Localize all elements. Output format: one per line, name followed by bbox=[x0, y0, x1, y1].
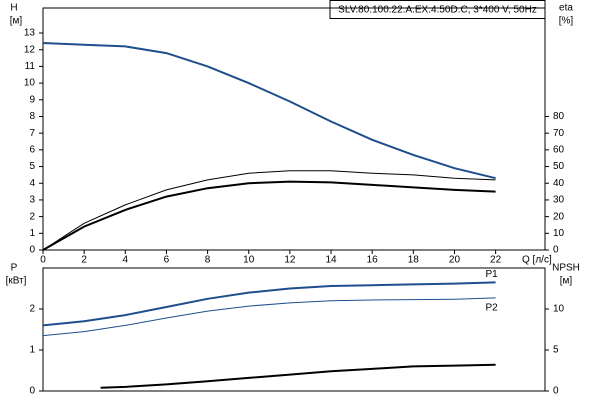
series-line bbox=[42, 281, 496, 327]
y-tick-label: 10 bbox=[24, 78, 36, 89]
y-tick-label: 9 bbox=[29, 94, 35, 105]
x-tick-label: 10 bbox=[243, 255, 255, 266]
y-tick-label: 11 bbox=[25, 61, 36, 72]
x-tick-label: 8 bbox=[205, 255, 211, 266]
y2-tick-label: 50 bbox=[553, 161, 565, 172]
y2-tick-label: 0 bbox=[553, 245, 559, 256]
series-line bbox=[42, 42, 496, 180]
x-tick-label: 22 bbox=[490, 255, 502, 266]
y-tick-label: 12 bbox=[24, 44, 36, 55]
series-line bbox=[42, 180, 496, 251]
series-line bbox=[42, 170, 496, 251]
x-axis-label: Q [л/с] bbox=[522, 255, 552, 266]
x-tick-label: 16 bbox=[367, 255, 379, 266]
y2-tick-label: 20 bbox=[553, 211, 565, 222]
y2-tick-label: 10 bbox=[553, 304, 565, 315]
chart-title: SLV.80.100.22.A.EX.4.50D.C, 3*400 V, 50H… bbox=[338, 5, 537, 16]
x-tick-label: 4 bbox=[123, 255, 129, 266]
y-axis-label: H bbox=[10, 3, 17, 14]
y-tick-label: 3 bbox=[29, 195, 35, 206]
y-tick-label: 8 bbox=[29, 111, 35, 122]
plot-frame bbox=[42, 267, 546, 392]
y2-axis-unit: [%] bbox=[559, 16, 574, 27]
y2-tick-label: 30 bbox=[553, 195, 565, 206]
y-tick-label: 1 bbox=[29, 345, 35, 356]
y2-axis-label: NPSH bbox=[552, 263, 580, 274]
x-tick-label: 12 bbox=[284, 255, 296, 266]
y2-tick-label: 80 bbox=[553, 111, 565, 122]
y2-tick-label: 60 bbox=[553, 145, 565, 156]
y-tick-label: 2 bbox=[29, 211, 35, 222]
y-tick-label: 6 bbox=[29, 145, 35, 156]
x-tick-label: 6 bbox=[164, 255, 170, 266]
x-tick-label: 20 bbox=[449, 255, 461, 266]
y-tick-label: 7 bbox=[29, 128, 35, 139]
y2-tick-label: 70 bbox=[553, 128, 565, 139]
y-tick-label: 0 bbox=[29, 245, 35, 256]
y-tick-label: 4 bbox=[29, 178, 35, 189]
series-label: P2 bbox=[486, 303, 499, 314]
y2-tick-label: 5 bbox=[553, 345, 559, 356]
y-tick-label: 2 bbox=[29, 304, 35, 315]
y2-axis-label: eta bbox=[559, 3, 573, 14]
y2-axis-unit: [м] bbox=[560, 276, 573, 287]
y2-tick-label: 10 bbox=[553, 228, 565, 239]
y2-tick-label: 40 bbox=[553, 178, 565, 189]
y-tick-label: 0 bbox=[29, 386, 35, 397]
plot-frame bbox=[42, 7, 546, 251]
x-tick-label: 2 bbox=[81, 255, 87, 266]
y-axis-unit: [м] bbox=[10, 16, 23, 27]
y-tick-label: 1 bbox=[29, 228, 35, 239]
y-tick-label: 13 bbox=[24, 28, 36, 39]
y-axis-label: P bbox=[11, 263, 18, 274]
title-box bbox=[329, 0, 546, 19]
y-axis-unit: [кВт] bbox=[6, 276, 27, 287]
x-tick-label: 0 bbox=[40, 255, 46, 266]
series-line bbox=[100, 363, 496, 389]
y-tick-label: 5 bbox=[29, 161, 35, 172]
x-tick-label: 14 bbox=[325, 255, 337, 266]
y2-tick-label: 0 bbox=[553, 386, 559, 397]
series-line bbox=[42, 297, 496, 337]
series-label: P1 bbox=[486, 269, 499, 280]
x-tick-label: 18 bbox=[408, 255, 420, 266]
